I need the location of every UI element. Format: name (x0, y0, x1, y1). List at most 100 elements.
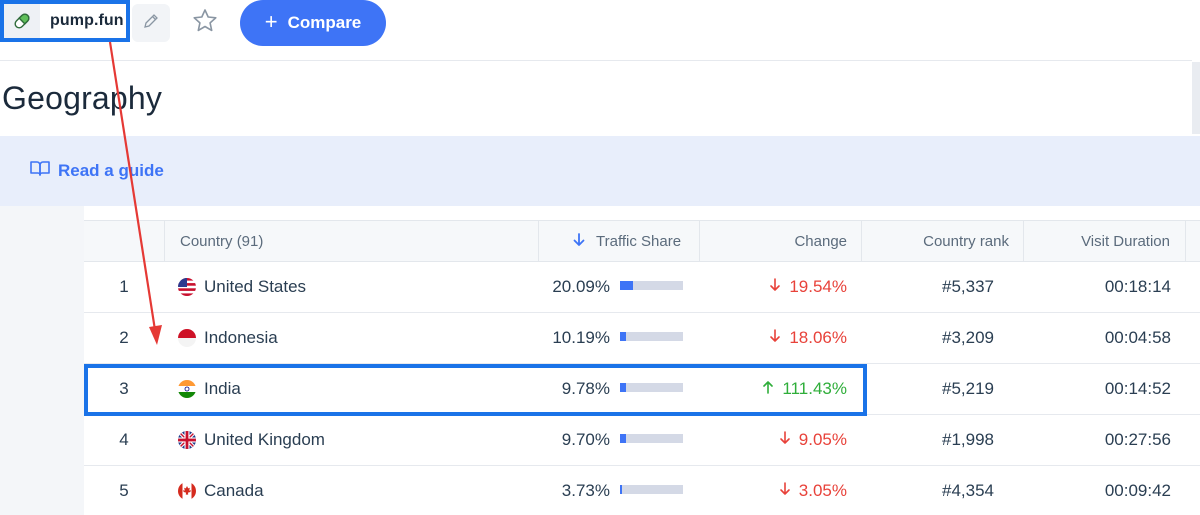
country-name: United States (204, 277, 307, 296)
traffic-share-bar-fill (620, 434, 627, 443)
column-traffic-share[interactable]: Traffic Share (572, 221, 681, 262)
header-separator (538, 221, 539, 262)
traffic-share-bar (620, 383, 683, 392)
table-row[interactable]: 2 Indonesia 10.19% 18.06% #3,209 00:04:5… (84, 313, 1200, 364)
change-value: 9.05% (699, 415, 847, 465)
uk-flag-icon (178, 431, 196, 449)
arrow-down-icon (769, 328, 781, 348)
domain-name: pump.fun (50, 12, 124, 29)
arrow-up-icon (762, 379, 774, 399)
scroll-strip (1192, 62, 1200, 134)
column-change-label: Change (794, 233, 847, 250)
compare-label: Compare (287, 13, 362, 32)
traffic-share-bar-fill (620, 485, 623, 494)
column-country-label: Country (91) (180, 233, 264, 250)
book-icon (30, 160, 50, 181)
column-visit-duration[interactable]: Visit Duration (1023, 221, 1170, 262)
traffic-share-value: 10.19% (552, 328, 610, 347)
row-index: 3 (119, 379, 129, 398)
header-separator (1023, 221, 1024, 262)
country-name: Canada (204, 481, 264, 500)
change-value: 19.54% (699, 262, 847, 312)
pencil-icon (142, 12, 160, 35)
traffic-share-bar-fill (620, 383, 627, 392)
country-rank-value: #3,209 (942, 328, 994, 347)
change-value: 111.43% (699, 364, 847, 414)
country-rank-value: #1,998 (942, 430, 994, 449)
column-country-rank-label: Country rank (923, 233, 1009, 250)
column-visit-duration-label: Visit Duration (1081, 233, 1170, 250)
header-separator (861, 221, 862, 262)
visit-duration-value: 00:18:14 (1104, 277, 1171, 296)
traffic-share-bar (620, 332, 683, 341)
table-row[interactable]: 1 United States 20.09% 19.54% (84, 262, 1200, 313)
column-change[interactable]: Change (699, 221, 847, 262)
change-value: 18.06% (699, 313, 847, 363)
traffic-share-value: 3.73% (561, 481, 610, 500)
indonesia-flag-icon (178, 329, 196, 347)
country-rank-value: #5,337 (942, 277, 994, 296)
change-text: 111.43% (782, 379, 847, 398)
table-row[interactable]: 5 Canada 3.73% 3.05% #4,354 (84, 466, 1200, 515)
country-cell[interactable]: India (178, 364, 241, 414)
row-index: 4 (119, 430, 129, 449)
header-separator (699, 221, 700, 262)
domain-chip[interactable]: pump.fun (0, 0, 130, 42)
pill-icon (4, 4, 40, 38)
traffic-share-bar (620, 485, 683, 494)
left-gutter (0, 206, 84, 515)
us-flag-icon (178, 278, 196, 296)
change-text: 19.54% (789, 277, 847, 296)
country-name: India (204, 379, 241, 398)
column-traffic-share-label: Traffic Share (596, 233, 682, 250)
row-index: 1 (119, 277, 129, 296)
favorite-button[interactable] (188, 6, 222, 40)
arrow-down-icon (769, 277, 781, 297)
column-country-rank[interactable]: Country rank (861, 221, 1009, 262)
arrow-down-icon (779, 430, 791, 450)
traffic-share-bar (620, 281, 683, 290)
country-rank-value: #4,354 (942, 481, 994, 500)
visit-duration-value: 00:09:42 (1104, 481, 1171, 500)
change-value: 3.05% (699, 466, 847, 515)
country-name: Indonesia (204, 328, 278, 347)
visit-duration-value: 00:14:52 (1104, 379, 1171, 398)
change-text: 3.05% (798, 481, 847, 500)
india-flag-icon (178, 380, 196, 398)
arrow-down-icon (779, 481, 791, 501)
table-row[interactable]: 4 United Kingdom 9.70% (84, 415, 1200, 466)
guide-banner (0, 136, 1200, 206)
header-separator (164, 221, 165, 262)
traffic-share-value: 9.78% (561, 379, 610, 398)
country-cell[interactable]: Indonesia (178, 313, 278, 363)
header-divider (0, 60, 1192, 61)
page-title: Geography (2, 80, 163, 116)
country-cell[interactable]: Canada (178, 466, 264, 515)
row-index: 5 (119, 481, 129, 500)
visit-duration-value: 00:27:56 (1104, 430, 1171, 449)
country-cell[interactable]: United Kingdom (178, 415, 325, 465)
plus-icon: + (264, 9, 278, 34)
annotation-highlight-box (84, 364, 867, 416)
header-separator (1185, 221, 1186, 262)
traffic-share-value: 9.70% (561, 430, 610, 449)
star-icon (191, 7, 219, 40)
traffic-share-bar-fill (620, 281, 633, 290)
edit-domain-button[interactable] (132, 4, 170, 42)
column-country[interactable]: Country (91) (180, 221, 263, 262)
traffic-share-bar (620, 434, 683, 443)
canada-flag-icon (178, 482, 196, 500)
table-header: Country (91) Traffic Share Change Countr… (84, 220, 1200, 262)
compare-button[interactable]: + Compare (240, 0, 386, 46)
country-name: United Kingdom (204, 430, 325, 449)
change-text: 18.06% (789, 328, 847, 347)
read-guide-label: Read a guide (58, 160, 164, 180)
change-text: 9.05% (798, 430, 847, 449)
read-guide-link[interactable]: Read a guide (30, 160, 164, 181)
visit-duration-value: 00:04:58 (1104, 328, 1171, 347)
traffic-share-value: 20.09% (552, 277, 610, 296)
country-cell[interactable]: United States (178, 262, 306, 312)
country-rank-value: #5,219 (942, 379, 994, 398)
row-index: 2 (119, 328, 129, 347)
